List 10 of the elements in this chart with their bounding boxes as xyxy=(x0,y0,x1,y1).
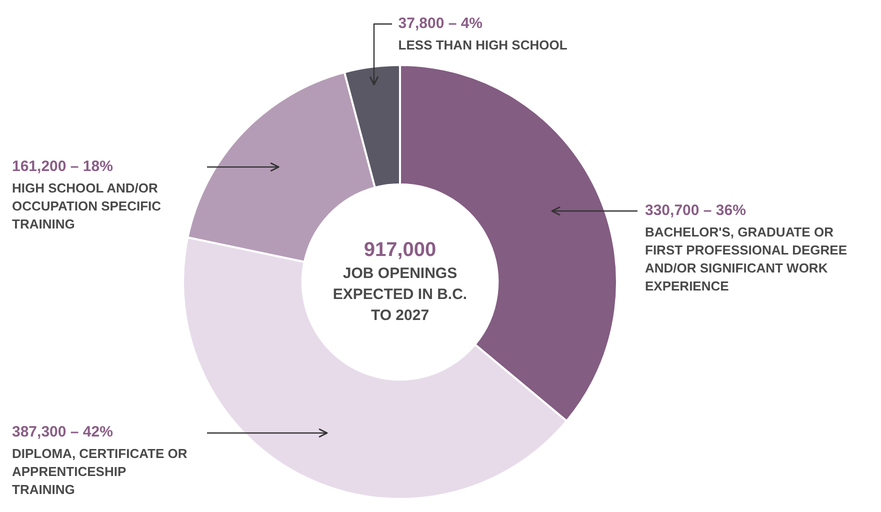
slice-label: HIGH SCHOOL AND/OR OCCUPATION SPECIFIC TRAINING xyxy=(12,180,162,232)
data-label: 161,200 – 18% xyxy=(12,158,113,175)
slice-label: DIPLOMA, CERTIFICATE OR APPRENTICESHIP TRAINING xyxy=(12,446,188,498)
data-label: 330,700 – 36% xyxy=(645,202,746,220)
text: 917,000 xyxy=(364,239,436,262)
data-label: 387,300 – 42% xyxy=(12,424,113,441)
text: JOB OPENINGS EXPECTED IN B.C. TO 2027 xyxy=(332,265,468,324)
data-label: 37,800 – 4% xyxy=(398,15,483,32)
slice-label: BACHELOR'S, GRADUATE OR FIRST PROFESSIONAL DEGREE AND/OR SIGNIFICANT WORK EXPERIENCE xyxy=(645,224,848,294)
slice-label: LESS THAN HIGH SCHOOL xyxy=(398,38,568,53)
